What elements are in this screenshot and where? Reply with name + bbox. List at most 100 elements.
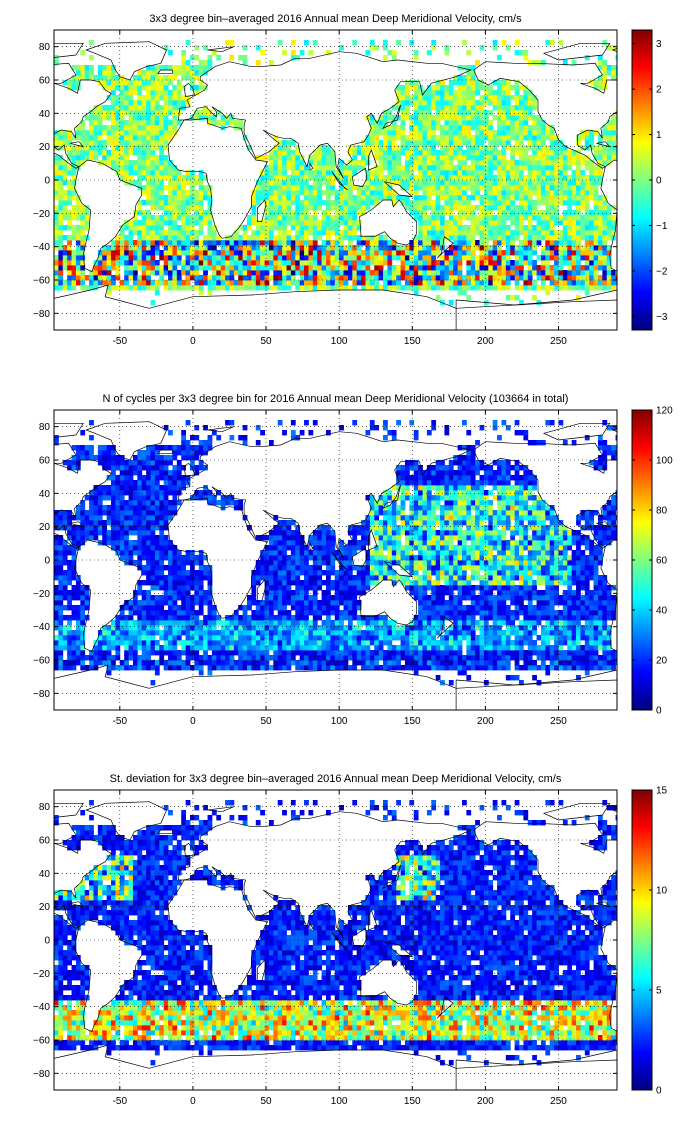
bin-cell xyxy=(168,215,173,221)
bin-cell xyxy=(172,450,178,456)
bin-cell xyxy=(119,475,125,481)
bin-cell xyxy=(527,265,533,271)
bin-cell xyxy=(132,225,138,231)
bin-cell xyxy=(422,105,428,111)
bin-cell xyxy=(317,185,323,191)
bin-cell xyxy=(352,150,358,156)
bin-cell xyxy=(150,565,156,571)
bin-cell xyxy=(312,280,318,286)
bin-cell xyxy=(154,510,160,516)
bin-cell xyxy=(435,100,441,106)
bin-cell xyxy=(282,265,287,271)
bin-cell xyxy=(54,565,59,571)
bin-cell xyxy=(488,155,494,161)
bin-cell xyxy=(606,210,612,216)
bin-cell xyxy=(562,160,568,166)
bin-cell xyxy=(549,210,555,216)
bin-cell xyxy=(317,260,323,266)
bin-cell xyxy=(330,155,336,161)
bin-cell xyxy=(409,240,415,246)
bin-cell xyxy=(154,85,160,91)
bin-cell xyxy=(132,100,138,106)
bin-cell xyxy=(163,510,169,516)
bin-cell xyxy=(154,525,160,531)
bin-cell xyxy=(150,650,156,656)
bin-cell xyxy=(154,550,160,556)
bin-cell xyxy=(505,100,511,106)
bin-cell xyxy=(576,295,581,301)
bin-cell xyxy=(172,125,178,131)
bin-cell xyxy=(488,145,494,151)
bin-cell xyxy=(378,270,384,276)
bin-cell xyxy=(67,630,72,636)
bin-cell xyxy=(295,240,301,246)
bin-cell xyxy=(62,210,68,216)
bin-cell xyxy=(286,245,292,251)
bin-cell xyxy=(510,195,516,201)
bin-cell xyxy=(567,230,573,236)
bin-cell xyxy=(89,125,94,131)
bin-cell xyxy=(409,40,415,46)
bin-cell xyxy=(216,250,222,256)
bin-cell xyxy=(260,190,265,196)
bin-cell xyxy=(102,110,108,116)
bin-cell xyxy=(54,575,59,581)
bin-cell xyxy=(558,285,564,291)
bin-cell xyxy=(545,135,551,141)
bin-cell xyxy=(321,245,327,251)
bin-cell xyxy=(163,660,169,666)
bin-cell xyxy=(426,50,432,56)
bin-cell xyxy=(260,285,265,291)
bin-cell xyxy=(562,285,568,291)
bin-cell xyxy=(198,230,204,236)
bin-cell xyxy=(255,60,261,66)
bin-cell xyxy=(448,260,454,266)
bin-cell xyxy=(172,555,178,561)
bin-cell xyxy=(273,245,279,251)
bin-cell xyxy=(418,120,423,126)
bin-cell xyxy=(483,230,489,236)
bin-cell xyxy=(141,85,147,91)
bin-cell xyxy=(523,255,529,261)
bin-cell xyxy=(255,245,261,251)
bin-cell xyxy=(602,125,608,131)
bin-cell xyxy=(444,210,450,216)
bin-cell xyxy=(299,215,305,221)
bin-cell xyxy=(211,285,217,291)
bin-cell xyxy=(440,260,445,266)
bin-cell xyxy=(400,120,406,126)
bin-cell xyxy=(602,215,608,221)
bin-cell xyxy=(168,575,173,581)
bin-cell xyxy=(554,205,559,211)
bin-cell xyxy=(510,125,516,131)
bin-cell xyxy=(567,195,573,201)
bin-cell xyxy=(141,475,147,481)
bin-cell xyxy=(532,60,537,66)
bin-cell xyxy=(369,240,375,246)
bin-cell xyxy=(146,95,151,101)
bin-cell xyxy=(146,645,151,651)
coastline-path xyxy=(70,141,85,148)
bin-cell xyxy=(466,210,472,216)
bin-cell xyxy=(475,170,480,176)
bin-cell xyxy=(150,245,156,251)
bin-cell xyxy=(299,175,305,181)
bin-cell xyxy=(497,220,502,226)
bin-cell xyxy=(584,190,590,196)
bin-cell xyxy=(404,200,410,206)
bin-cell xyxy=(97,70,103,76)
bin-cell xyxy=(97,265,103,271)
bin-cell xyxy=(132,180,138,186)
bin-cell xyxy=(54,215,59,221)
bin-cell xyxy=(558,160,564,166)
bin-cell xyxy=(207,240,213,246)
bin-cell xyxy=(75,590,81,596)
bin-cell xyxy=(172,550,178,556)
bin-cell xyxy=(418,90,423,96)
bin-cell xyxy=(361,285,366,291)
bin-cell xyxy=(519,150,524,156)
bin-cell xyxy=(163,85,169,91)
coastline-path xyxy=(596,141,611,148)
bin-cell xyxy=(519,165,524,171)
bin-cell xyxy=(137,625,143,631)
